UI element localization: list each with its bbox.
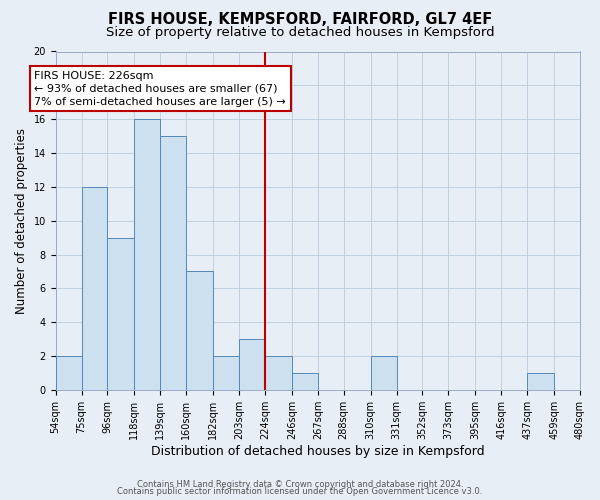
Text: Contains HM Land Registry data © Crown copyright and database right 2024.: Contains HM Land Registry data © Crown c… — [137, 480, 463, 489]
Y-axis label: Number of detached properties: Number of detached properties — [15, 128, 28, 314]
Text: Size of property relative to detached houses in Kempsford: Size of property relative to detached ho… — [106, 26, 494, 39]
Bar — [186, 272, 213, 390]
Bar — [371, 356, 397, 390]
Bar — [527, 373, 554, 390]
Text: FIRS HOUSE: 226sqm
← 93% of detached houses are smaller (67)
7% of semi-detached: FIRS HOUSE: 226sqm ← 93% of detached hou… — [34, 70, 286, 107]
Bar — [239, 339, 265, 390]
Bar — [213, 356, 239, 390]
Bar — [160, 136, 186, 390]
Bar — [265, 356, 292, 390]
Text: FIRS HOUSE, KEMPSFORD, FAIRFORD, GL7 4EF: FIRS HOUSE, KEMPSFORD, FAIRFORD, GL7 4EF — [108, 12, 492, 28]
Bar — [134, 119, 160, 390]
Bar — [56, 356, 82, 390]
Bar — [292, 373, 318, 390]
Bar — [82, 187, 107, 390]
Bar — [107, 238, 134, 390]
X-axis label: Distribution of detached houses by size in Kempsford: Distribution of detached houses by size … — [151, 444, 485, 458]
Text: Contains public sector information licensed under the Open Government Licence v3: Contains public sector information licen… — [118, 487, 482, 496]
